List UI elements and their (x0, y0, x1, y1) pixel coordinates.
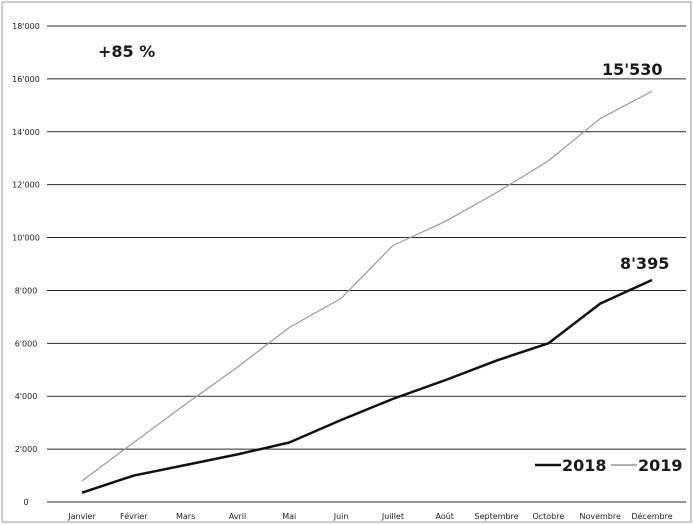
y-tick-label: 4'000 (15, 392, 38, 401)
end-value-2018: 8'395 (620, 254, 669, 273)
x-tick-label: Mai (282, 512, 296, 521)
y-tick-label: 12'000 (12, 181, 40, 190)
y-tick-label: 0 (23, 498, 28, 507)
x-tick-label: Novembre (579, 512, 621, 521)
legend: 2018 2019 (535, 456, 683, 475)
x-tick-label: Juillet (381, 512, 404, 521)
y-axis-ticks: 0 2'000 4'000 6'000 8'000 10'000 12'000 14'000 1… (12, 22, 40, 507)
y-tick-label: 2'000 (15, 445, 38, 454)
x-tick-label: Janvier (67, 512, 96, 521)
x-tick-label: Octobre (532, 512, 564, 521)
series-line-2019 (81, 90, 653, 482)
x-tick-label: Décembre (631, 511, 672, 521)
y-tick-label: 6'000 (15, 339, 38, 348)
y-tick-label: 10'000 (12, 234, 40, 243)
x-axis-ticks: Janvier Février Mars Avril Mai Juin Juillet Aoû… (67, 511, 672, 521)
series-lines (81, 90, 653, 494)
growth-annotation: +85 % (98, 42, 155, 61)
x-tick-label: Juin (333, 512, 349, 521)
grid-lines (47, 25, 686, 503)
legend-label-2018: 2018 (562, 456, 607, 475)
x-tick-label: Février (120, 511, 148, 521)
x-tick-label: Août (436, 512, 454, 521)
legend-label-2019: 2019 (638, 456, 683, 475)
y-tick-label: 8'000 (15, 286, 38, 295)
y-tick-label: 14'000 (12, 128, 40, 137)
x-tick-label: Mars (176, 512, 195, 521)
x-tick-label: Avril (229, 512, 246, 521)
series-line-2018 (81, 278, 653, 494)
y-tick-label: 18'000 (12, 22, 40, 31)
y-tick-label: 16'000 (12, 75, 40, 84)
x-tick-label: Septembre (475, 512, 519, 521)
end-value-2019: 15'530 (602, 60, 663, 79)
